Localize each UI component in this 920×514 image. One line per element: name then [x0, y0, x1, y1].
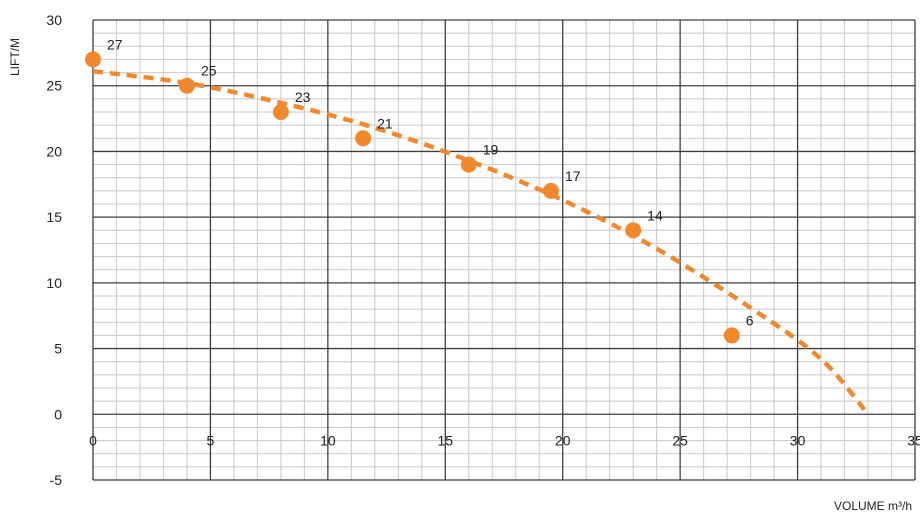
data-point-label: 27	[107, 36, 123, 52]
data-point-label: 6	[746, 312, 754, 328]
x-tick-label: 35	[907, 432, 920, 448]
data-point	[272, 104, 289, 120]
data-point-label: 17	[565, 168, 581, 184]
x-tick-label: 0	[89, 432, 97, 448]
y-tick-label: 30	[46, 12, 62, 28]
data-point-label: 19	[483, 142, 499, 158]
y-tick-label: 15	[46, 209, 62, 225]
x-axis-title: VOLUME m³/h	[834, 499, 912, 513]
y-tick-label: -5	[50, 472, 63, 488]
major-grid	[92, 19, 916, 481]
data-point-label: 21	[377, 115, 393, 131]
data-point-label: 23	[295, 89, 311, 105]
x-tick-label: 25	[672, 432, 688, 448]
minor-grid	[93, 20, 915, 480]
x-axis-ticks: 0 5 10 15 20 25 30 35	[89, 432, 920, 448]
x-tick-label: 30	[790, 432, 806, 448]
y-tick-label: 25	[46, 78, 62, 94]
y-axis-title: LIFT/M	[8, 38, 22, 76]
trend-line-path	[92, 69, 870, 416]
data-point	[460, 156, 477, 173]
data-point	[178, 77, 195, 94]
data-points	[85, 51, 740, 344]
data-point	[625, 222, 642, 239]
x-tick-label: 20	[555, 432, 571, 448]
y-axis-ticks: -5 0 5 10 15 20 25 30	[46, 12, 62, 488]
trend-line	[92, 69, 870, 416]
y-tick-label: 0	[54, 406, 62, 422]
data-point	[542, 182, 559, 199]
data-point	[85, 51, 101, 68]
data-point-label: 25	[201, 63, 217, 79]
x-tick-label: 10	[320, 432, 336, 448]
data-point	[723, 327, 740, 344]
y-tick-label: 20	[46, 143, 62, 159]
y-tick-label: 5	[54, 341, 62, 357]
data-point-labels: 27 25 23 21 19 17 14 6	[107, 36, 754, 328]
x-tick-label: 15	[437, 432, 453, 448]
y-tick-label: 10	[46, 275, 62, 291]
data-point	[355, 130, 372, 147]
data-point-label: 14	[647, 207, 663, 223]
x-tick-label: 5	[207, 432, 215, 448]
